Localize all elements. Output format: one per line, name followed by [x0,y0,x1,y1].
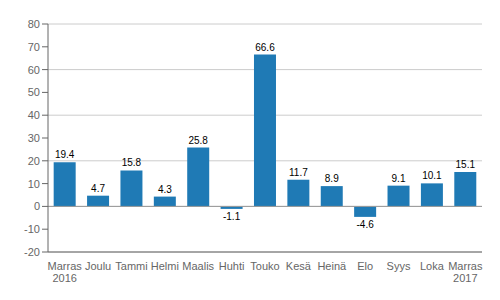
svg-text:9.1: 9.1 [392,173,406,184]
svg-text:Syys: Syys [387,260,411,272]
svg-text:-10: -10 [24,223,40,235]
svg-text:66.6: 66.6 [255,42,275,53]
svg-text:Marras2017: Marras2017 [448,260,483,284]
svg-text:Joulu: Joulu [85,260,111,272]
svg-text:-4.6: -4.6 [357,219,375,230]
svg-text:Maalis: Maalis [182,260,214,272]
svg-text:Touko: Touko [250,260,279,272]
svg-text:10: 10 [28,178,40,190]
svg-text:11.7: 11.7 [289,167,308,178]
svg-text:60: 60 [28,64,40,76]
svg-text:80: 80 [28,18,40,30]
svg-text:4.3: 4.3 [158,184,172,195]
svg-text:-1.1: -1.1 [223,211,241,222]
svg-text:20: 20 [28,155,40,167]
svg-text:50: 50 [28,86,40,98]
svg-text:Tammi: Tammi [115,260,147,272]
svg-text:Huhti: Huhti [219,260,245,272]
svg-text:19.4: 19.4 [55,149,75,160]
svg-text:Helmi: Helmi [151,260,179,272]
svg-text:15.1: 15.1 [456,159,476,170]
svg-text:Kesä: Kesä [286,260,312,272]
svg-text:Heinä: Heinä [317,260,347,272]
svg-text:25.8: 25.8 [188,135,208,146]
svg-text:Loka: Loka [420,260,445,272]
svg-text:Elo: Elo [357,260,373,272]
svg-text:30: 30 [28,132,40,144]
svg-text:40: 40 [28,109,40,121]
svg-text:Marras2016: Marras2016 [48,260,83,284]
svg-text:70: 70 [28,41,40,53]
svg-text:4.7: 4.7 [91,183,105,194]
svg-text:10.1: 10.1 [422,170,442,181]
svg-text:8.9: 8.9 [325,173,339,184]
svg-text:-20: -20 [24,246,40,258]
svg-text:0: 0 [34,200,40,212]
svg-text:15.8: 15.8 [122,157,142,168]
